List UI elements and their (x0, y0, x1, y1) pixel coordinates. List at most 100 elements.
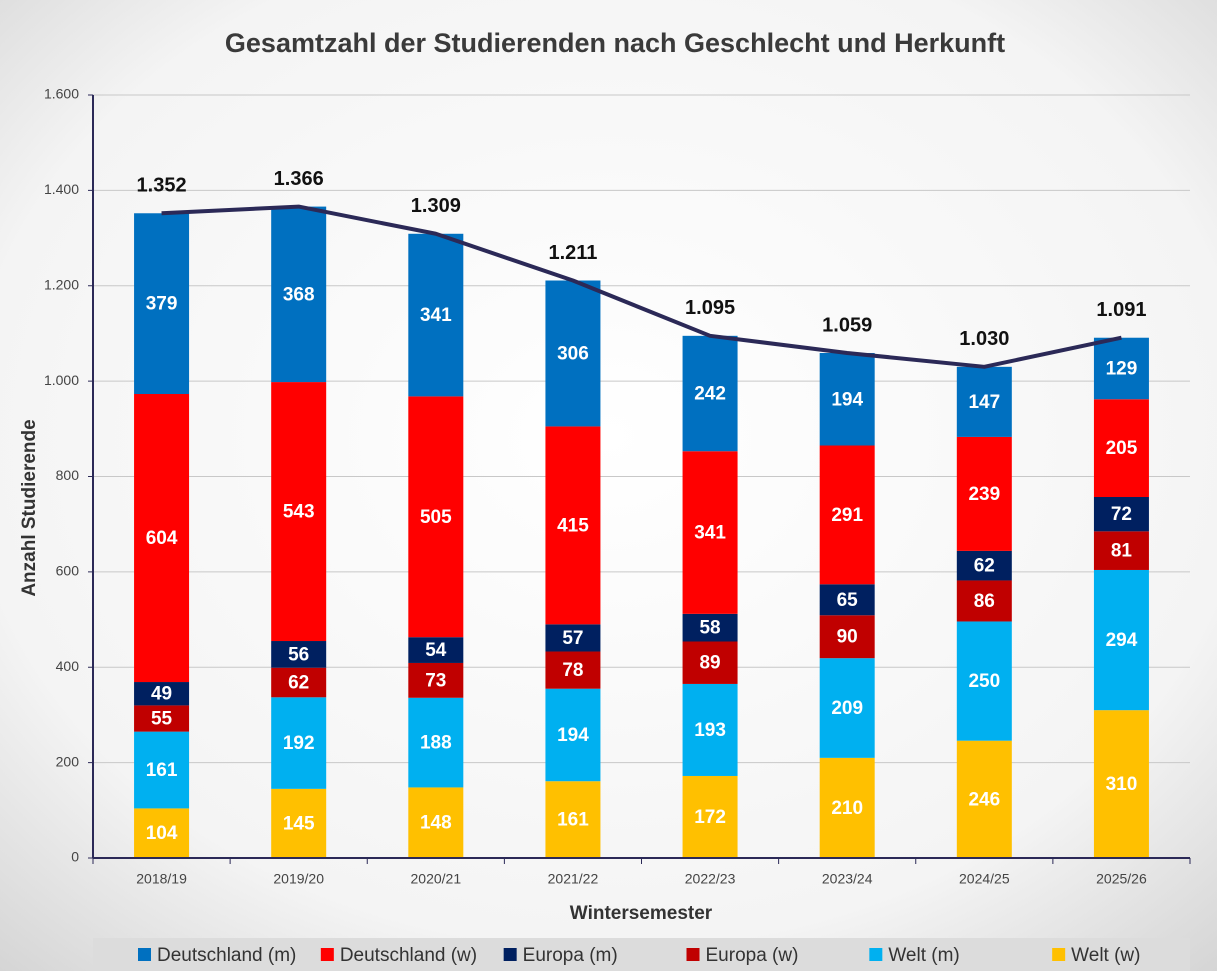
legend-label: Deutschland (w) (340, 945, 477, 966)
bar-segment (134, 705, 190, 732)
bar-segment (271, 667, 327, 698)
legend-swatch (503, 948, 517, 961)
bar-segment (271, 788, 327, 858)
bar-segment (819, 658, 875, 758)
bar-segment (682, 613, 738, 642)
legend-swatch (320, 948, 334, 961)
x-tick-label: 2023/24 (822, 871, 873, 887)
total-label: 1.211 (548, 242, 597, 264)
data-label: 246 (968, 789, 1000, 810)
data-label: 341 (694, 523, 726, 544)
data-label: 291 (831, 505, 863, 526)
bar-segment (956, 580, 1012, 622)
data-label: 161 (557, 810, 589, 831)
x-tick-label: 2020/21 (411, 871, 462, 887)
legend-swatch (869, 948, 883, 961)
y-tick-label: 600 (56, 563, 80, 579)
data-label: 172 (694, 807, 726, 828)
bar-segment (682, 451, 738, 614)
x-tick-label: 2018/19 (136, 871, 187, 887)
data-label: 379 (146, 294, 178, 315)
total-label: 1.309 (411, 195, 461, 217)
data-label: 54 (425, 640, 447, 661)
data-label: 341 (420, 305, 452, 326)
bar-segment (271, 641, 327, 668)
chart-title: Gesamtzahl der Studierenden nach Geschle… (225, 28, 1005, 58)
x-axis-label: Wintersemester (570, 903, 713, 924)
data-label: 210 (831, 798, 863, 819)
data-label: 188 (420, 733, 452, 754)
bar-segment (956, 550, 1012, 581)
bar-segment (1093, 569, 1149, 711)
bar-segment (408, 233, 464, 397)
bar-segment (956, 436, 1012, 551)
data-label: 239 (968, 484, 1000, 505)
data-label: 148 (420, 813, 452, 834)
legend-label: Deutschland (m) (157, 945, 296, 966)
total-label: 1.352 (137, 175, 187, 197)
legend-swatch (686, 948, 700, 961)
total-line (161, 204, 1122, 369)
x-tick-label: 2024/25 (959, 871, 1010, 887)
data-label: 310 (1106, 774, 1138, 795)
legend-label: Welt (m) (888, 945, 959, 966)
bar-segment (682, 335, 738, 452)
bar-segment (271, 697, 327, 789)
x-tick-label: 2021/22 (548, 871, 599, 887)
data-label: 89 (699, 653, 720, 674)
data-label: 543 (283, 502, 315, 523)
bar-segment (134, 731, 190, 809)
bar-segment (408, 697, 464, 788)
data-label: 55 (151, 709, 173, 730)
data-label: 73 (425, 670, 446, 691)
x-tick-label: 2019/20 (273, 871, 324, 887)
bar-segment (1093, 399, 1149, 498)
total-label: 1.366 (274, 168, 324, 190)
bar-segment (956, 621, 1012, 741)
bar-segment (545, 280, 601, 427)
bar-segment (271, 382, 327, 642)
bar-segment (545, 651, 601, 689)
legend-label: Europa (w) (706, 945, 799, 966)
y-tick-label: 800 (56, 467, 80, 483)
data-label: 58 (699, 618, 720, 639)
x-tick-label: 2025/26 (1096, 871, 1147, 887)
bar-segment (1093, 710, 1149, 858)
data-label: 65 (837, 590, 859, 611)
data-label: 306 (557, 343, 589, 364)
data-label: 604 (146, 528, 178, 549)
y-tick-label: 1.600 (44, 86, 79, 102)
data-label: 56 (288, 644, 309, 665)
data-label: 194 (557, 725, 589, 746)
legend-swatch (138, 948, 151, 961)
bar-segment (819, 584, 875, 616)
bar-segment (134, 213, 190, 395)
data-label: 194 (831, 389, 863, 410)
data-label: 294 (1106, 630, 1138, 651)
data-label: 192 (283, 733, 315, 754)
bar-segment (545, 624, 601, 652)
bar-segment (1093, 497, 1149, 532)
data-label: 62 (288, 673, 309, 694)
data-label: 250 (968, 671, 1000, 692)
x-tick-label: 2022/23 (685, 871, 736, 887)
data-label: 90 (837, 627, 858, 648)
data-label: 62 (974, 556, 995, 577)
bar-segment (1093, 337, 1149, 400)
data-label: 368 (283, 284, 315, 305)
y-tick-label: 1.200 (44, 276, 79, 292)
legend-box (93, 938, 1190, 971)
data-label: 161 (146, 760, 178, 781)
y-axis-label: Anzahl Studierende (19, 419, 40, 596)
bar-segment (545, 426, 601, 625)
legend-swatch (1052, 948, 1066, 961)
data-label: 205 (1106, 438, 1138, 459)
bar-segment (545, 688, 601, 782)
bar-segment (408, 787, 464, 858)
data-label: 147 (968, 392, 1000, 413)
total-label: 1.059 (822, 314, 872, 336)
bar-segment (819, 445, 875, 585)
data-label: 505 (420, 507, 452, 528)
data-label: 86 (974, 591, 995, 612)
